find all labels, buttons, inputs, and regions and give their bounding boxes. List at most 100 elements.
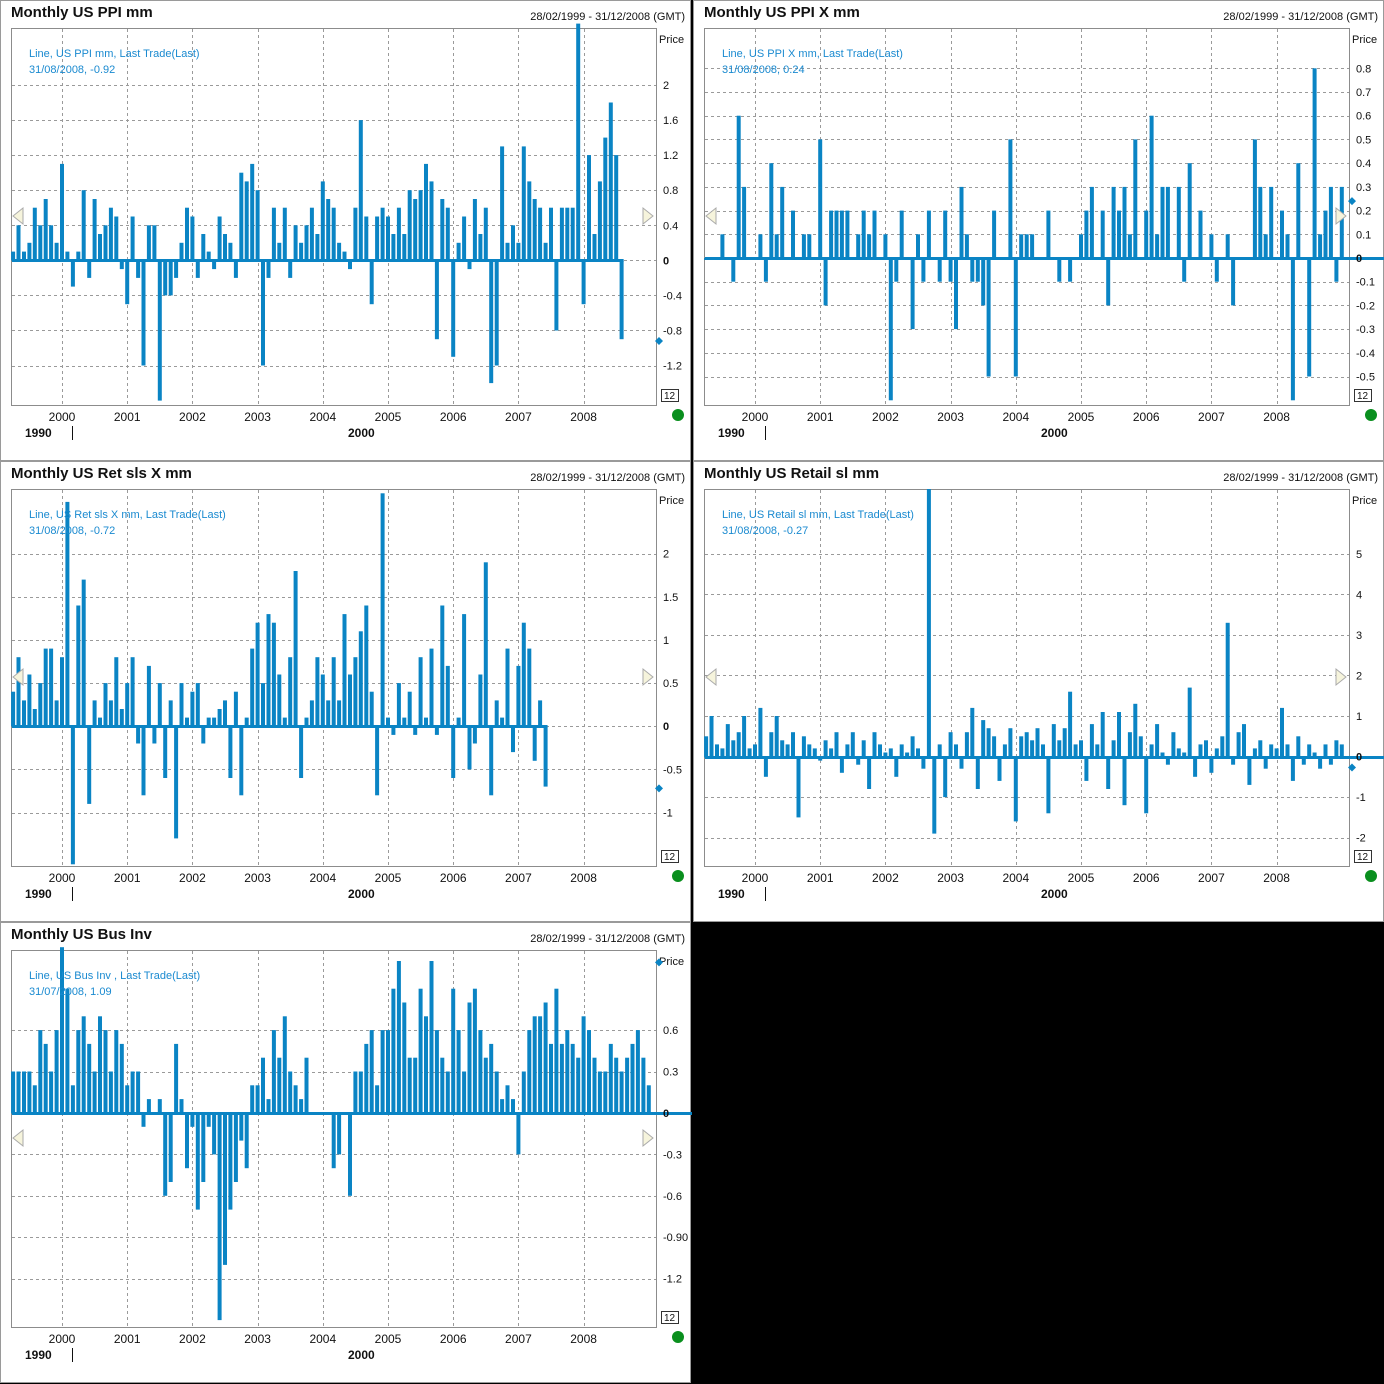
scroll-right-icon[interactable] <box>1335 667 1347 687</box>
bar <box>845 210 850 259</box>
bar <box>152 225 157 261</box>
bar <box>527 648 532 727</box>
bar <box>1296 163 1301 259</box>
bar <box>521 1071 526 1114</box>
x-tick-label: 2008 <box>1263 871 1290 885</box>
bar <box>576 23 581 261</box>
bar <box>1155 234 1160 259</box>
scroll-right-icon[interactable] <box>642 1128 654 1148</box>
status-dot-icon[interactable] <box>1365 870 1377 882</box>
status-dot-icon[interactable] <box>672 409 684 421</box>
count-badge-box[interactable] <box>661 1311 679 1324</box>
bar <box>342 251 347 261</box>
bar <box>98 234 102 261</box>
bar <box>1312 752 1317 758</box>
bar <box>54 1030 59 1114</box>
bar <box>527 1030 532 1114</box>
bar <box>1280 210 1284 259</box>
bar <box>108 207 113 261</box>
plot-area[interactable] <box>704 28 1350 406</box>
chart-panel-2: Monthly US PPI X mm 28/02/1999 - 31/12/20… <box>693 0 1384 461</box>
y-tick-label: 0 <box>663 255 669 267</box>
count-badge-box[interactable] <box>1354 850 1372 863</box>
y-tick-label: 0.4 <box>1356 158 1371 170</box>
chart-svg: Line, US Ret sls X mm, Last Trade(Last) 3… <box>11 489 684 901</box>
count-badge-box[interactable] <box>661 389 679 402</box>
bar <box>619 1071 624 1114</box>
bar <box>212 717 217 727</box>
status-dot-icon[interactable] <box>672 1331 684 1343</box>
bar <box>364 1043 369 1114</box>
bar <box>774 234 779 259</box>
decade-label: 1990 <box>718 426 745 440</box>
bar <box>1019 736 1024 758</box>
bar <box>445 207 450 261</box>
bar <box>108 700 113 727</box>
bar <box>331 1113 336 1169</box>
bar <box>212 260 217 270</box>
bar <box>358 1071 363 1114</box>
bar <box>87 260 92 278</box>
bar <box>396 683 401 727</box>
bar <box>391 726 396 735</box>
plot-area[interactable] <box>704 489 1350 867</box>
x-tick-label: 2005 <box>1068 410 1095 424</box>
count-badge-box[interactable] <box>661 850 679 863</box>
bar <box>92 1071 97 1114</box>
bar <box>1133 139 1138 259</box>
bar <box>386 216 390 261</box>
scroll-right-icon[interactable] <box>642 206 654 226</box>
bar <box>233 260 238 278</box>
x-tick-label: 2005 <box>1068 871 1095 885</box>
bar <box>217 216 222 261</box>
bar <box>375 726 380 796</box>
count-badge-box[interactable] <box>1354 389 1372 402</box>
status-dot-icon[interactable] <box>672 870 684 882</box>
scroll-right-icon[interactable] <box>642 667 654 687</box>
count-badge: 12 <box>664 852 676 863</box>
bar <box>763 757 768 777</box>
scroll-left-icon[interactable] <box>705 667 717 687</box>
bar <box>299 726 304 778</box>
bar <box>418 190 423 261</box>
bar <box>1013 258 1018 377</box>
x-tick-label: 2004 <box>309 410 336 424</box>
bar <box>559 1043 564 1114</box>
scroll-right-icon[interactable] <box>1335 206 1347 226</box>
scroll-left-icon[interactable] <box>12 206 24 226</box>
x-tick-label: 2001 <box>807 871 834 885</box>
bar <box>543 1002 548 1114</box>
bar <box>1263 234 1268 259</box>
bar <box>223 700 227 727</box>
bar <box>81 190 86 261</box>
bar <box>201 726 206 744</box>
chart-svg: Line, US PPI X mm, Last Trade(Last) 31/08… <box>704 28 1384 440</box>
bar <box>872 210 877 259</box>
bar <box>1144 757 1149 814</box>
x-tick-label: 2007 <box>1198 871 1225 885</box>
chart-panel-3: Monthly US Ret sls X mm 28/02/1999 - 31/1… <box>0 461 691 922</box>
bar <box>943 210 948 259</box>
scroll-left-icon[interactable] <box>12 667 24 687</box>
bar <box>1225 234 1230 259</box>
x-tick-label: 2001 <box>807 410 834 424</box>
bar <box>720 748 725 758</box>
bar <box>65 501 70 727</box>
bar <box>429 648 434 727</box>
bar <box>1242 724 1246 758</box>
x-tick-label: 2007 <box>505 1332 532 1346</box>
bar <box>108 1071 113 1114</box>
bar <box>796 757 801 818</box>
status-dot-icon[interactable] <box>1365 409 1377 421</box>
bar <box>369 260 374 305</box>
bar <box>559 207 564 261</box>
scroll-left-icon[interactable] <box>12 1128 24 1148</box>
bar <box>195 260 200 278</box>
bar <box>850 732 855 758</box>
bar <box>625 1057 630 1114</box>
bar <box>823 258 828 306</box>
bar <box>396 207 401 261</box>
bar <box>937 258 942 282</box>
bar <box>921 258 926 282</box>
scroll-left-icon[interactable] <box>705 206 717 226</box>
